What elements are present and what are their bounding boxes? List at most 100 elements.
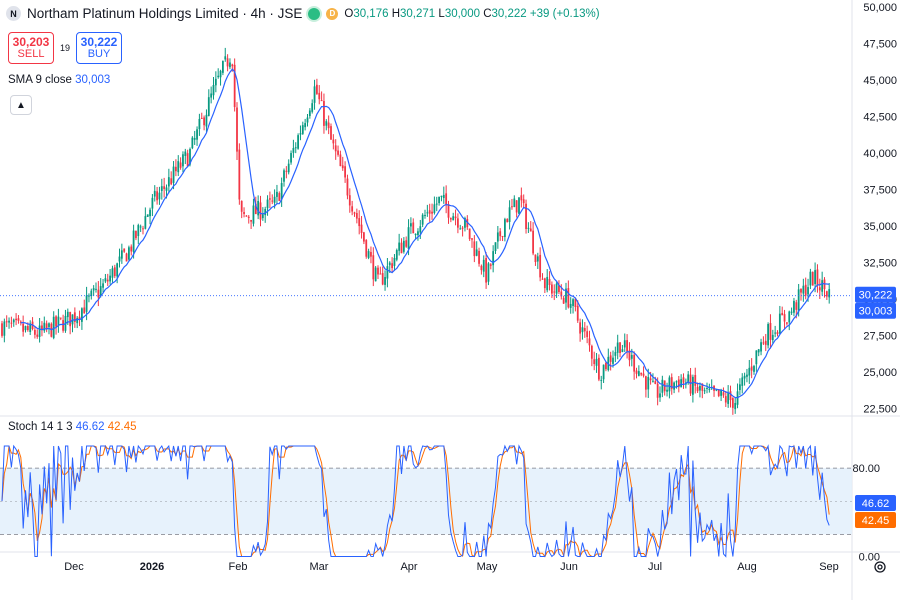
candle-body	[494, 242, 497, 251]
stoch-legend[interactable]: Stoch 14 1 3 46.62 42.45	[8, 421, 137, 433]
trade-panel: 30,203 SELL 19 30,222 BUY	[8, 32, 122, 64]
candle-body	[381, 273, 384, 285]
symbol-title[interactable]: Northam Platinum Holdings Limited · 4h ·…	[27, 6, 303, 21]
candle-body	[816, 269, 819, 286]
candle-body	[167, 177, 170, 187]
candle-body	[788, 311, 791, 323]
candle-body	[461, 227, 464, 229]
time-tick-label: Feb	[229, 561, 248, 573]
candle-body	[767, 324, 769, 346]
stoch-k-line	[1, 444, 830, 558]
candle-body	[722, 392, 725, 396]
candle-body	[57, 316, 60, 325]
candle-body	[692, 376, 694, 395]
gear-icon[interactable]	[872, 559, 888, 575]
candle-body	[428, 210, 431, 214]
candle-body	[807, 287, 809, 295]
candle-body	[520, 195, 523, 201]
stoch-k-value: 46.62	[75, 421, 105, 433]
chevron-up-icon: ▲	[16, 99, 26, 111]
candle-body	[285, 170, 288, 172]
candle-body	[764, 340, 767, 345]
candle-body	[407, 227, 410, 249]
candle-body	[95, 288, 97, 290]
delayed-data-icon[interactable]: D	[326, 7, 339, 20]
candle-body	[635, 370, 638, 374]
candle-body	[590, 345, 593, 359]
price-tick-label: 37,500	[863, 184, 897, 196]
spread-value: 19	[60, 43, 71, 53]
candle-body	[41, 325, 43, 331]
candle-body	[203, 117, 205, 126]
candle-body	[633, 354, 636, 372]
sell-button[interactable]: 30,203 SELL	[8, 32, 54, 64]
sma-legend-name: SMA 9 close	[8, 74, 72, 86]
price-tick-label: 27,500	[863, 330, 897, 342]
time-tick-label: 2026	[140, 561, 164, 573]
stoch-d-label-bg	[855, 511, 896, 528]
candle-body	[553, 291, 556, 293]
price-tick-label: 22,500	[863, 403, 897, 415]
candle-body	[543, 278, 546, 289]
sell-label: SELL	[17, 48, 45, 60]
candle-body	[186, 153, 189, 167]
candle-body	[412, 222, 415, 234]
candle-body	[222, 61, 224, 73]
candle-body	[642, 373, 645, 376]
candle-body	[106, 279, 109, 282]
candle-body	[207, 97, 210, 116]
candle-body	[821, 280, 824, 292]
candle-body	[184, 151, 187, 156]
sell-price: 30,203	[12, 35, 50, 49]
candle-body	[10, 322, 13, 324]
sma-legend[interactable]: SMA 9 close 30,003	[8, 74, 110, 86]
candle-body	[299, 133, 302, 135]
candle-body	[598, 357, 600, 380]
candle-body	[729, 391, 732, 401]
candle-body	[365, 240, 368, 257]
candle-body	[278, 193, 281, 201]
change-value: +39 (+0.13%)	[529, 7, 600, 20]
candle-body	[433, 204, 436, 213]
buy-button[interactable]: 30,222 BUY	[76, 32, 122, 64]
time-tick-label: Sep	[819, 561, 839, 573]
candle-body	[214, 78, 217, 86]
candle-body	[142, 228, 144, 230]
candle-body	[402, 240, 405, 252]
candle-body	[398, 242, 401, 251]
candle-body	[111, 268, 114, 278]
candle-body	[706, 387, 708, 389]
candle-body	[743, 375, 746, 379]
candle-body	[572, 299, 574, 306]
candle-body	[212, 84, 215, 96]
candle-body	[795, 302, 798, 310]
collapse-legend-button[interactable]: ▲	[10, 95, 32, 115]
candle-body	[193, 138, 196, 140]
candle-body	[804, 284, 807, 296]
candle-body	[135, 230, 137, 239]
candle-body	[682, 377, 685, 383]
candle-body	[348, 195, 351, 206]
candle-body	[85, 295, 88, 312]
price-tick-label: 47,500	[863, 38, 897, 50]
candle-body	[372, 255, 375, 280]
candle-body	[445, 193, 448, 206]
candle-body	[506, 219, 509, 223]
candle-body	[720, 390, 722, 396]
candle-body	[750, 366, 753, 371]
candle-body	[701, 383, 704, 391]
candle-body	[555, 283, 558, 294]
candle-body	[236, 107, 238, 152]
candle-body	[355, 213, 358, 219]
candle-body	[414, 233, 417, 236]
candle-body	[529, 228, 532, 232]
candle-body	[771, 334, 774, 341]
candle-body	[739, 384, 741, 391]
candle-body	[205, 114, 208, 127]
candle-body	[8, 320, 10, 323]
candle-body	[753, 366, 755, 372]
candle-body	[332, 139, 335, 144]
candle-body	[271, 200, 274, 202]
candle-body	[668, 377, 671, 392]
